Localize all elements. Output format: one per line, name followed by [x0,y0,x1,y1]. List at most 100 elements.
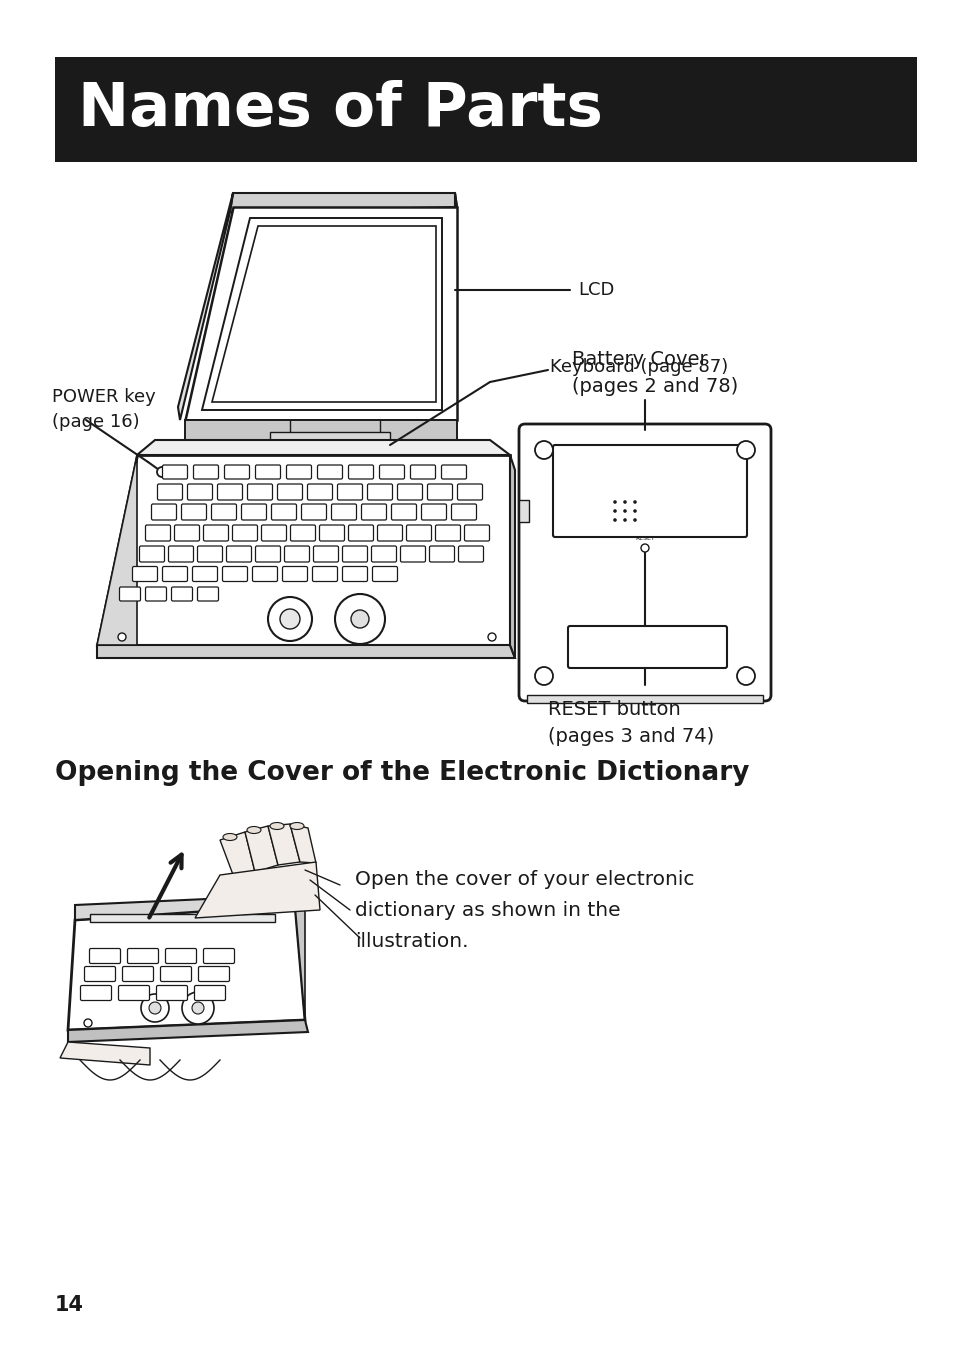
Circle shape [613,518,617,522]
Text: RESET: RESET [635,537,654,541]
Polygon shape [97,455,137,646]
Polygon shape [68,1020,308,1042]
Polygon shape [526,695,762,703]
FancyBboxPatch shape [255,546,280,562]
FancyBboxPatch shape [435,525,460,541]
FancyBboxPatch shape [291,525,315,541]
FancyBboxPatch shape [172,586,193,601]
FancyBboxPatch shape [118,986,150,1001]
FancyBboxPatch shape [162,465,188,479]
FancyBboxPatch shape [132,566,157,581]
FancyBboxPatch shape [371,546,396,562]
FancyBboxPatch shape [342,546,367,562]
FancyBboxPatch shape [203,525,229,541]
Circle shape [633,518,637,522]
FancyBboxPatch shape [361,504,386,521]
Polygon shape [68,905,305,1030]
FancyBboxPatch shape [85,967,115,982]
Polygon shape [220,833,254,880]
FancyBboxPatch shape [429,546,454,562]
Circle shape [737,441,754,459]
FancyBboxPatch shape [160,967,192,982]
FancyBboxPatch shape [400,546,425,562]
Ellipse shape [290,823,304,830]
FancyBboxPatch shape [282,566,307,581]
Polygon shape [178,192,233,420]
Circle shape [640,543,648,551]
FancyBboxPatch shape [410,465,435,479]
FancyBboxPatch shape [567,625,726,668]
FancyBboxPatch shape [284,546,309,562]
FancyBboxPatch shape [55,56,916,161]
FancyBboxPatch shape [313,566,337,581]
Circle shape [622,518,626,522]
Circle shape [192,1002,204,1014]
Polygon shape [75,894,294,920]
FancyBboxPatch shape [451,504,476,521]
Circle shape [157,467,167,477]
FancyBboxPatch shape [197,586,218,601]
FancyBboxPatch shape [406,525,431,541]
FancyBboxPatch shape [367,484,392,500]
FancyBboxPatch shape [157,484,182,500]
FancyBboxPatch shape [372,566,397,581]
Polygon shape [455,192,456,420]
FancyBboxPatch shape [317,465,342,479]
FancyBboxPatch shape [458,546,483,562]
Polygon shape [137,440,510,455]
FancyBboxPatch shape [174,525,199,541]
Circle shape [622,500,626,504]
Text: POWER key
(page 16): POWER key (page 16) [52,387,155,430]
FancyBboxPatch shape [518,424,770,701]
FancyBboxPatch shape [277,484,302,500]
Text: 14: 14 [55,1295,84,1315]
Circle shape [182,993,213,1024]
Circle shape [622,510,626,512]
Polygon shape [245,826,277,872]
FancyBboxPatch shape [165,948,196,963]
FancyBboxPatch shape [224,465,250,479]
Polygon shape [212,226,436,402]
Ellipse shape [247,826,261,834]
Text: Keyboard (page 87): Keyboard (page 87) [550,358,727,377]
Circle shape [535,667,553,685]
Circle shape [633,510,637,512]
Circle shape [84,1020,91,1028]
FancyBboxPatch shape [397,484,422,500]
Polygon shape [185,207,456,420]
FancyBboxPatch shape [255,465,280,479]
FancyBboxPatch shape [146,586,167,601]
FancyBboxPatch shape [253,566,277,581]
FancyBboxPatch shape [307,484,333,500]
FancyBboxPatch shape [272,504,296,521]
FancyBboxPatch shape [80,986,112,1001]
FancyBboxPatch shape [261,525,286,541]
FancyBboxPatch shape [188,484,213,500]
Polygon shape [202,218,441,410]
Text: Opening the Cover of the Electronic Dictionary: Opening the Cover of the Electronic Dict… [55,760,749,785]
FancyBboxPatch shape [348,525,374,541]
Polygon shape [268,824,299,865]
FancyBboxPatch shape [377,525,402,541]
FancyBboxPatch shape [464,525,489,541]
Circle shape [118,633,126,642]
Polygon shape [194,862,319,919]
FancyBboxPatch shape [139,546,164,562]
Text: Names of Parts: Names of Parts [78,79,602,139]
Circle shape [535,441,553,459]
FancyBboxPatch shape [194,986,225,1001]
FancyBboxPatch shape [342,566,367,581]
Text: Open the cover of your electronic
dictionary as shown in the
illustration.: Open the cover of your electronic dictio… [355,870,694,951]
Polygon shape [97,646,515,658]
FancyBboxPatch shape [301,504,326,521]
FancyBboxPatch shape [212,504,236,521]
FancyBboxPatch shape [286,465,312,479]
FancyBboxPatch shape [553,445,746,537]
FancyBboxPatch shape [319,525,344,541]
FancyBboxPatch shape [156,986,188,1001]
FancyBboxPatch shape [247,484,273,500]
FancyBboxPatch shape [122,967,153,982]
Circle shape [613,510,617,512]
Polygon shape [230,192,456,213]
FancyBboxPatch shape [169,546,193,562]
